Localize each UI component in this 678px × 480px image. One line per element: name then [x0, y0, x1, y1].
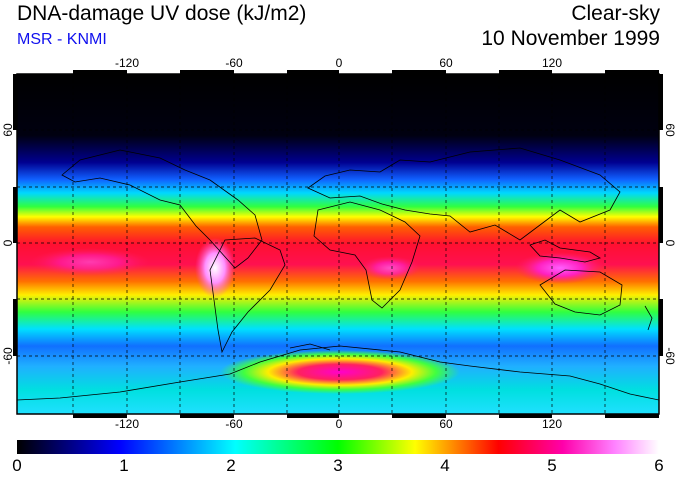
colorbar-label: 1	[119, 456, 129, 475]
lon-ticks-top: -120 -60 0 60 120	[115, 56, 562, 70]
chart-title: DNA-damage UV dose (kJ/m2)	[17, 2, 307, 25]
colorbar-label: 2	[226, 456, 236, 475]
source-label: MSR - KNMI	[17, 31, 107, 48]
lon-tick-top: 120	[542, 56, 562, 70]
lon-tick-bottom: 60	[439, 417, 453, 431]
lat-ticks-right: 60 0 -60	[663, 123, 677, 365]
colorbar-label: 4	[440, 456, 450, 475]
frame-checker	[13, 70, 663, 418]
colorbar-label: 3	[333, 456, 343, 475]
sky-condition-label: Clear-sky	[571, 2, 660, 25]
lat-tick-right: 60	[663, 123, 677, 137]
lon-ticks-bottom: -120 -60 0 60 120	[115, 417, 562, 431]
lon-tick-bottom: 120	[542, 417, 562, 431]
lon-tick-bottom: -60	[225, 417, 243, 431]
lon-tick-top: 0	[336, 56, 343, 70]
lat-tick-left: 60	[1, 123, 15, 137]
graticule	[17, 74, 659, 414]
colorbar-label: 6	[654, 456, 664, 475]
coastlines	[17, 147, 659, 401]
lon-tick-top: -120	[115, 56, 139, 70]
lon-tick-bottom: -120	[115, 417, 139, 431]
lat-ticks-left: 60 0 -60	[1, 123, 15, 365]
colorbar-label: 5	[547, 456, 557, 475]
colorbar-label: 0	[12, 456, 22, 475]
uv-field	[17, 74, 659, 414]
lon-tick-top: -60	[225, 56, 243, 70]
lon-tick-bottom: 0	[336, 417, 343, 431]
lat-tick-left: -60	[1, 347, 15, 365]
lon-tick-top: 60	[439, 56, 453, 70]
lat-tick-right: 0	[663, 240, 677, 247]
colorbar	[17, 440, 659, 454]
date-label: 10 November 1999	[481, 27, 660, 50]
lat-tick-left: 0	[1, 239, 15, 246]
lat-tick-right: -60	[663, 347, 677, 365]
